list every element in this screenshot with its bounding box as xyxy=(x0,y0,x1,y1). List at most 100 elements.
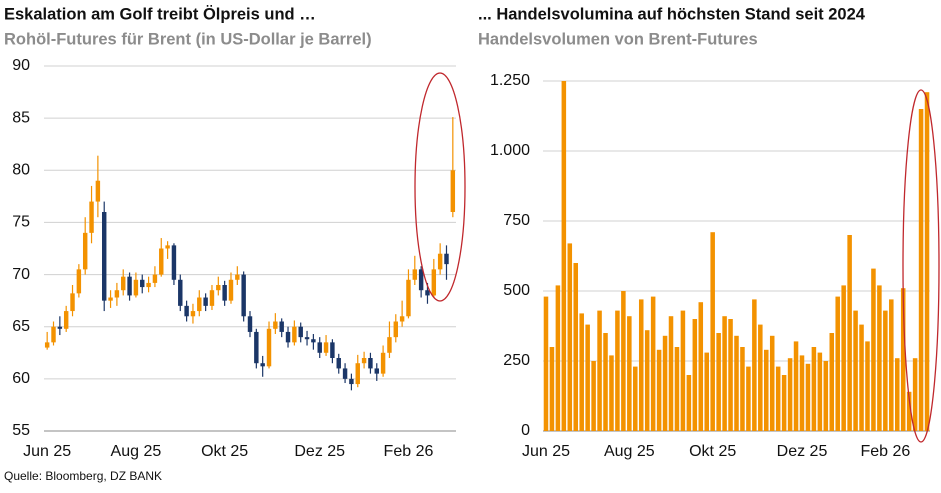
bar xyxy=(793,341,799,431)
bar xyxy=(627,316,632,431)
candle-body xyxy=(260,363,265,367)
bar xyxy=(615,310,620,431)
candle-body xyxy=(216,285,221,291)
candle-body xyxy=(203,297,208,306)
bar xyxy=(835,296,840,431)
candle-body xyxy=(317,342,322,353)
bar xyxy=(775,366,781,431)
candle-body xyxy=(279,321,284,332)
candle-body xyxy=(178,279,183,306)
bar xyxy=(621,291,626,431)
candle-body xyxy=(418,269,424,291)
bar xyxy=(841,285,846,431)
bar xyxy=(597,310,602,431)
candle-body xyxy=(266,328,272,367)
candle-body xyxy=(387,337,392,353)
x-tick-label: Jun 25 xyxy=(522,443,570,460)
candle-body xyxy=(209,290,215,306)
bar xyxy=(900,288,906,431)
candle-body xyxy=(406,279,411,317)
candle-body xyxy=(425,290,430,296)
bar xyxy=(674,347,680,431)
bar xyxy=(817,352,823,431)
candle-body xyxy=(349,378,354,385)
x-tick-label: Feb 26 xyxy=(384,443,434,460)
bar xyxy=(829,333,835,431)
candle-body xyxy=(89,201,94,233)
bar xyxy=(716,333,721,431)
y-tick-label: 55 xyxy=(12,422,30,439)
candle-body xyxy=(304,337,310,340)
bar xyxy=(865,341,870,431)
candle-body xyxy=(127,276,132,296)
bar xyxy=(758,324,763,431)
candle-body xyxy=(57,326,63,329)
bar xyxy=(609,355,614,431)
candle-body xyxy=(197,297,202,312)
candle-body xyxy=(399,316,405,322)
bar xyxy=(740,347,745,431)
candle-body xyxy=(285,331,291,343)
candle-body xyxy=(76,269,82,294)
bar xyxy=(561,81,567,431)
candle-body xyxy=(273,321,278,329)
bar xyxy=(567,243,573,431)
bar xyxy=(543,296,549,431)
bar xyxy=(579,313,584,431)
bar xyxy=(746,366,751,431)
bar xyxy=(573,263,579,431)
bar xyxy=(710,232,715,431)
candle-body xyxy=(95,180,101,202)
candle-body xyxy=(228,279,234,301)
bar xyxy=(668,316,674,431)
bar xyxy=(811,347,817,431)
bar xyxy=(549,347,555,431)
x-tick-label: Jun 25 xyxy=(23,443,71,460)
x-tick-label: Feb 26 xyxy=(860,443,910,460)
bar xyxy=(633,366,638,431)
candle-body xyxy=(247,316,253,332)
y-tick-label: 70 xyxy=(12,266,30,283)
candle-body xyxy=(101,212,107,301)
bar xyxy=(847,235,852,431)
y-tick-label: 500 xyxy=(503,282,530,299)
y-tick-label: 60 xyxy=(12,370,30,387)
chart-title: Eskalation am Golf treibt Ölpreis und … xyxy=(4,4,316,23)
candle-body xyxy=(254,331,259,364)
y-tick-label: 75 xyxy=(12,214,30,231)
candle-body xyxy=(342,368,348,379)
bar xyxy=(662,335,668,431)
candle-body xyxy=(222,285,227,301)
bar xyxy=(883,310,888,431)
chart-subtitle: Rohöl-Futures für Brent (in US-Dollar je… xyxy=(4,30,372,48)
candle-body xyxy=(82,232,88,270)
x-tick-label: Dez 25 xyxy=(294,443,345,460)
candle-body xyxy=(51,326,56,343)
y-tick-label: 85 xyxy=(12,109,30,126)
bar xyxy=(555,285,561,431)
y-tick-label: 1.250 xyxy=(490,72,530,89)
bar xyxy=(877,285,882,431)
y-tick-label: 0 xyxy=(521,422,530,439)
candle-body xyxy=(121,276,126,291)
bar xyxy=(799,355,805,431)
candle-body xyxy=(393,321,399,338)
candle-body xyxy=(361,358,367,364)
bar xyxy=(704,352,709,431)
bar xyxy=(924,92,930,431)
candle-body xyxy=(152,274,158,283)
candle-body xyxy=(323,342,329,353)
bar xyxy=(680,310,686,431)
candle-body xyxy=(190,311,196,317)
bar xyxy=(894,358,900,431)
bar xyxy=(650,296,656,431)
candle-body xyxy=(374,368,379,374)
candle-body xyxy=(235,274,240,280)
bar xyxy=(853,310,858,431)
bar xyxy=(805,363,811,431)
candle-body xyxy=(437,253,443,270)
source: Quelle: Bloomberg, DZ BANK xyxy=(4,469,162,483)
candle-body xyxy=(311,339,316,343)
y-tick-label: 65 xyxy=(12,318,30,335)
bar xyxy=(918,109,924,431)
